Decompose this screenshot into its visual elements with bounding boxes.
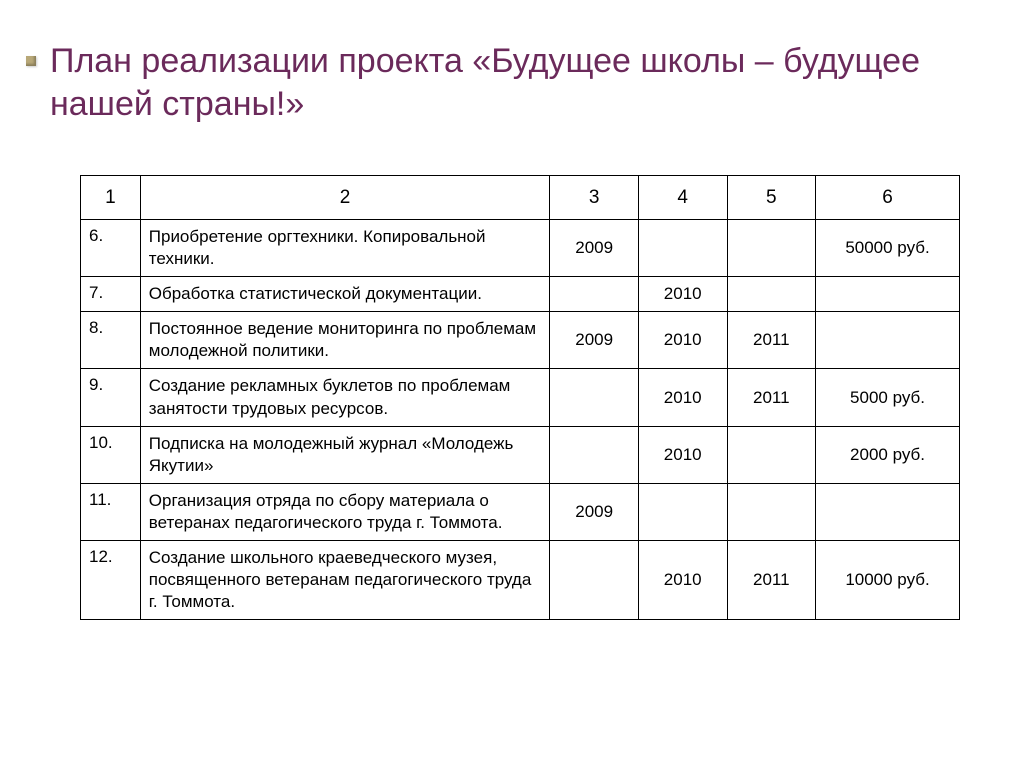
table-row: 9.Создание рекламных буклетов по проблем… (81, 369, 960, 426)
table-row: 6.Приобретение оргтехники. Копировальной… (81, 220, 960, 277)
cell-y1 (550, 426, 639, 483)
header-3: 3 (550, 176, 639, 220)
cell-y3: 2011 (727, 312, 816, 369)
table-row: 8.Постоянное ведение мониторинга по проб… (81, 312, 960, 369)
cell-num: 11. (81, 483, 141, 540)
cell-cost: 10000 руб. (816, 541, 960, 620)
title-bullet (26, 56, 36, 66)
table-row: 12.Создание школьного краеведческого муз… (81, 541, 960, 620)
cell-desc: Организация отряда по сбору материала о … (140, 483, 550, 540)
cell-y1 (550, 541, 639, 620)
cell-y3 (727, 220, 816, 277)
cell-y2 (638, 483, 727, 540)
cell-cost: 2000 руб. (816, 426, 960, 483)
cell-y3: 2011 (727, 369, 816, 426)
plan-table: 1 2 3 4 5 6 6.Приобретение оргтехники. К… (80, 175, 960, 620)
cell-y2: 2010 (638, 369, 727, 426)
cell-y3 (727, 426, 816, 483)
cell-desc: Подписка на молодежный журнал «Молодежь … (140, 426, 550, 483)
cell-y3 (727, 277, 816, 312)
cell-num: 10. (81, 426, 141, 483)
cell-cost: 50000 руб. (816, 220, 960, 277)
cell-desc: Создание рекламных буклетов по проблемам… (140, 369, 550, 426)
cell-desc: Обработка статистической документации. (140, 277, 550, 312)
header-5: 5 (727, 176, 816, 220)
header-6: 6 (816, 176, 960, 220)
cell-num: 8. (81, 312, 141, 369)
cell-cost (816, 277, 960, 312)
cell-num: 6. (81, 220, 141, 277)
page-title: План реализации проекта «Будущее школы –… (50, 40, 974, 125)
cell-y1: 2009 (550, 220, 639, 277)
cell-cost (816, 312, 960, 369)
cell-y2: 2010 (638, 277, 727, 312)
table-row: 11.Организация отряда по сбору материала… (81, 483, 960, 540)
cell-num: 12. (81, 541, 141, 620)
cell-y3: 2011 (727, 541, 816, 620)
table-row: 10.Подписка на молодежный журнал «Молоде… (81, 426, 960, 483)
cell-y3 (727, 483, 816, 540)
header-4: 4 (638, 176, 727, 220)
cell-y1 (550, 369, 639, 426)
table-row: 7.Обработка статистической документации.… (81, 277, 960, 312)
cell-y1 (550, 277, 639, 312)
table-header-row: 1 2 3 4 5 6 (81, 176, 960, 220)
header-2: 2 (140, 176, 550, 220)
cell-y2: 2010 (638, 426, 727, 483)
cell-y1: 2009 (550, 312, 639, 369)
cell-num: 9. (81, 369, 141, 426)
cell-cost: 5000 руб. (816, 369, 960, 426)
cell-desc: Приобретение оргтехники. Копировальной т… (140, 220, 550, 277)
cell-y2: 2010 (638, 541, 727, 620)
cell-num: 7. (81, 277, 141, 312)
cell-y2 (638, 220, 727, 277)
cell-y2: 2010 (638, 312, 727, 369)
cell-cost (816, 483, 960, 540)
header-1: 1 (81, 176, 141, 220)
cell-desc: Постоянное ведение мониторинга по пробле… (140, 312, 550, 369)
cell-desc: Создание школьного краеведческого музея,… (140, 541, 550, 620)
cell-y1: 2009 (550, 483, 639, 540)
